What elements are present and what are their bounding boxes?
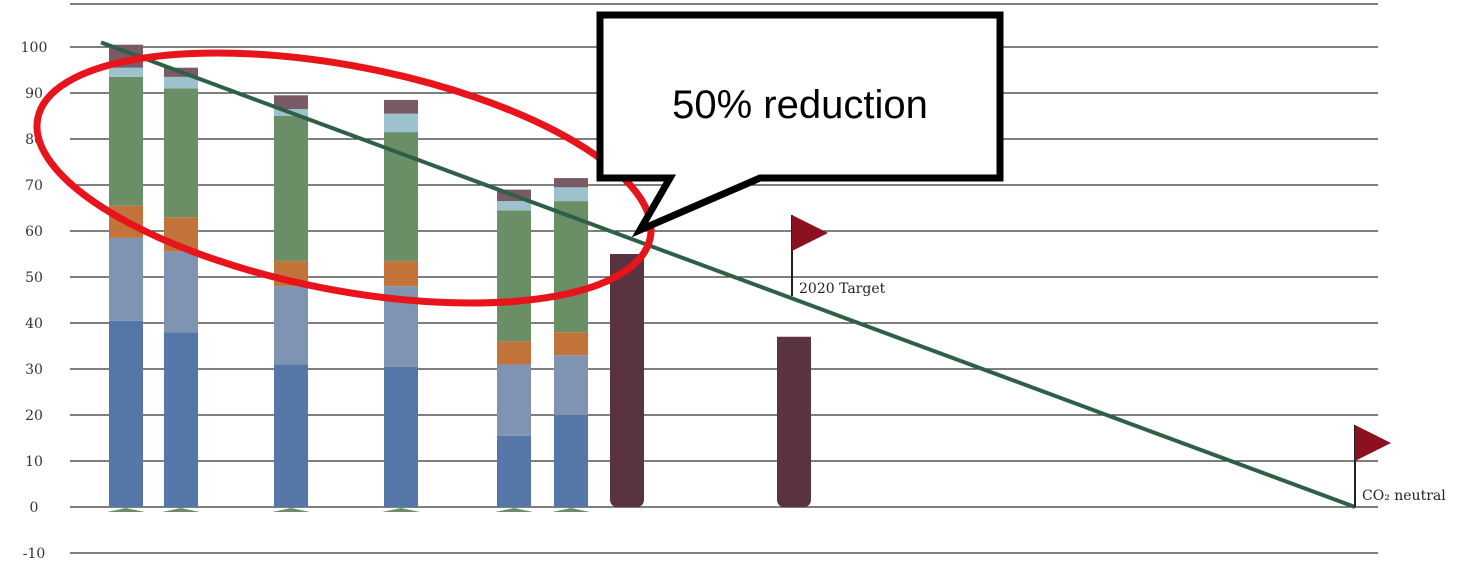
target-bar	[610, 254, 644, 507]
bar-segment	[109, 237, 143, 321]
bar-segment	[497, 435, 531, 507]
stacked-bar	[162, 67, 200, 512]
bar-segment	[497, 341, 531, 365]
bar-segment	[554, 187, 588, 202]
bar-foot	[109, 501, 143, 507]
bar-base-cap	[272, 508, 310, 512]
bar-segment	[554, 201, 588, 333]
trend-line	[100, 40, 1356, 509]
y-tick-label: 0	[30, 500, 39, 516]
y-tick-label: 100	[21, 40, 48, 56]
bar-segment	[109, 320, 143, 507]
bar-segment	[384, 113, 418, 133]
y-tick-label: 50	[25, 270, 43, 286]
stacked-bar	[552, 178, 590, 512]
bar-segment	[164, 251, 198, 333]
y-tick-label: 70	[25, 178, 43, 194]
bar-foot	[164, 501, 198, 507]
bar-segment	[274, 116, 308, 261]
bar-segment	[109, 67, 143, 77]
bar-segment	[164, 88, 198, 218]
bar-foot	[554, 501, 588, 507]
bar-segment	[384, 260, 418, 287]
flags: 2020 Target CO₂ neutral	[791, 215, 1446, 507]
flag-marker: 2020 Target	[791, 215, 886, 297]
trend-line-group	[100, 40, 1356, 509]
stacked-bar	[382, 99, 420, 512]
bar-segment	[497, 201, 531, 211]
y-tick-label: 90	[25, 86, 43, 102]
bar-segment	[554, 332, 588, 356]
y-tick-label: 30	[25, 362, 43, 378]
bar-foot	[384, 501, 418, 507]
bar-segment	[164, 76, 198, 89]
callout-text: 50% reduction	[672, 83, 928, 127]
flag-pennant	[792, 215, 828, 251]
flag-label: CO₂ neutral	[1362, 488, 1446, 504]
bar-segment	[274, 286, 308, 365]
bar-base-cap	[162, 508, 200, 512]
bar-segment	[164, 332, 198, 507]
bar-base-cap	[495, 508, 533, 512]
bar-foot	[497, 501, 531, 507]
annotations: 50% reduction	[33, 11, 1004, 307]
bar-segment	[497, 210, 531, 342]
bar-base-cap	[382, 508, 420, 512]
flag-marker: CO₂ neutral	[1354, 425, 1446, 507]
callout-box: 50% reduction	[596, 11, 1004, 238]
bar-segment	[497, 364, 531, 436]
bar-base-cap	[552, 508, 590, 512]
flag-pennant	[1355, 425, 1391, 461]
bar-base-cap	[107, 508, 145, 512]
y-tick-label: 20	[25, 408, 43, 424]
bars	[107, 44, 811, 512]
bar-segment	[384, 366, 418, 507]
bar-segment	[274, 95, 308, 110]
bar-segment	[274, 364, 308, 507]
bar-foot	[274, 501, 308, 507]
stacked-bar	[495, 189, 533, 512]
y-tick-label: -10	[23, 546, 46, 562]
bar-segment	[109, 76, 143, 206]
bar-segment	[554, 355, 588, 415]
stacked-bar	[107, 44, 145, 512]
flag-label: 2020 Target	[799, 281, 886, 297]
y-tick-label: 40	[25, 316, 43, 332]
bar-segment	[554, 415, 588, 507]
bar-segment	[554, 178, 588, 188]
callout-shape	[596, 11, 1004, 238]
bar-segment	[384, 99, 418, 114]
y-tick-label: 10	[25, 454, 43, 470]
target-bar	[777, 336, 811, 507]
stacked-bar	[272, 95, 310, 512]
y-tick-label: 60	[25, 224, 43, 240]
highlight-ellipse	[33, 49, 655, 307]
